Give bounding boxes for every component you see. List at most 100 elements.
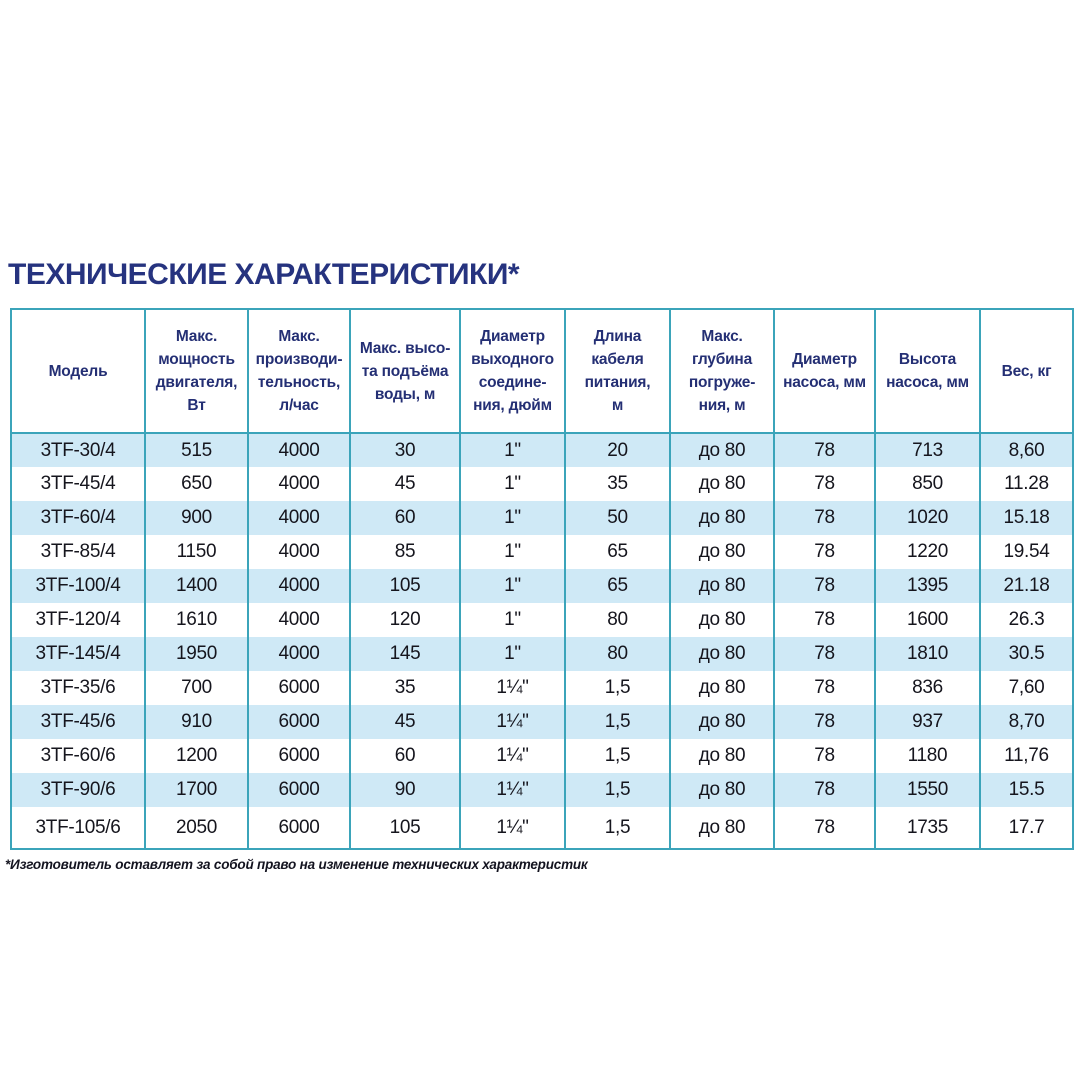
table-cell: 8,60 [979,433,1074,467]
table-cell: 1395 [874,569,981,603]
table-row: 3TF-120/4 1610 4000 120 1" 80 до 80 78 1600 26.3 [10,603,1074,637]
table-cell: 1550 [874,773,981,807]
table-cell: 1600 [874,603,981,637]
table-cell: 1" [459,433,566,467]
table-cell: 11,76 [979,739,1074,773]
table-cell: 937 [874,705,981,739]
spec-table-head: Модель Макс. мощность двигателя, Вт Макс. … [10,309,1074,434]
table-cell: до 80 [669,671,775,705]
table-cell: 17.7 [979,807,1074,849]
table-cell: 4000 [247,467,351,501]
model-cell: 3TF-45/6 [10,705,146,739]
table-cell: 1610 [144,603,249,637]
table-cell: 80 [564,637,671,671]
table-cell: 78 [773,535,876,569]
column-header: Длина кабеля питания, м [564,309,671,434]
column-header: Вес, кг [979,309,1074,434]
table-cell: 78 [773,739,876,773]
column-header: Модель [10,309,146,434]
table-cell: 45 [349,467,461,501]
table-cell: до 80 [669,603,775,637]
table-cell: 1¼" [459,807,566,849]
table-cell: 35 [349,671,461,705]
table-cell: 15.5 [979,773,1074,807]
table-cell: 1400 [144,569,249,603]
table-cell: 4000 [247,433,351,467]
table-cell: 1¼" [459,671,566,705]
spec-table-body: 3TF-30/4 515 4000 30 1" 20 до 80 78 713 8,60 3TF-4… [10,433,1074,849]
column-header: Диаметр насоса, мм [773,309,876,434]
column-header: Макс. высо- та подъёма воды, м [349,309,461,434]
table-cell: 30 [349,433,461,467]
table-cell: 105 [349,569,461,603]
table-cell: 1¼" [459,739,566,773]
table-row: 3TF-105/6 2050 6000 105 1¼" 1,5 до 80 78 1735 17.… [10,807,1074,849]
table-cell: 850 [874,467,981,501]
table-cell: 30.5 [979,637,1074,671]
table-cell: 11.28 [979,467,1074,501]
table-cell: 15.18 [979,501,1074,535]
table-cell: 6000 [247,807,351,849]
table-cell: 78 [773,603,876,637]
model-cell: 3TF-45/4 [10,467,146,501]
table-cell: 1" [459,603,566,637]
table-cell: 78 [773,671,876,705]
table-cell: 6000 [247,739,351,773]
table-row: 3TF-100/4 1400 4000 105 1" 65 до 80 78 1395 21.18 [10,569,1074,603]
table-row: 3TF-60/4 900 4000 60 1" 50 до 80 78 1020 15.18 [10,501,1074,535]
table-cell: 4000 [247,569,351,603]
table-cell: 80 [564,603,671,637]
table-cell: 1,5 [564,807,671,849]
table-cell: 1200 [144,739,249,773]
table-row: 3TF-35/6 700 6000 35 1¼" 1,5 до 80 78 836 7,60 [10,671,1074,705]
table-cell: 120 [349,603,461,637]
table-cell: 713 [874,433,981,467]
table-cell: 90 [349,773,461,807]
table-row: 3TF-45/6 910 6000 45 1¼" 1,5 до 80 78 937 8,70 [10,705,1074,739]
table-row: 3TF-145/4 1950 4000 145 1" 80 до 80 78 1810 30.5 [10,637,1074,671]
table-row: 3TF-30/4 515 4000 30 1" 20 до 80 78 713 8,60 [10,433,1074,467]
table-cell: 1020 [874,501,981,535]
table-cell: 20 [564,433,671,467]
table-cell: 78 [773,467,876,501]
table-row: 3TF-45/4 650 4000 45 1" 35 до 80 78 850 11.28 [10,467,1074,501]
table-cell: 1150 [144,535,249,569]
table-cell: 7,60 [979,671,1074,705]
table-cell: 1700 [144,773,249,807]
table-cell: 1" [459,637,566,671]
table-cell: 35 [564,467,671,501]
table-cell: 1735 [874,807,981,849]
footnote: *Изготовитель оставляет за собой право н… [5,857,588,872]
table-row: 3TF-90/6 1700 6000 90 1¼" 1,5 до 80 78 1550 15.5 [10,773,1074,807]
table-cell: до 80 [669,467,775,501]
table-cell: 1¼" [459,773,566,807]
table-cell: 1810 [874,637,981,671]
table-cell: 60 [349,739,461,773]
table-cell: 85 [349,535,461,569]
model-cell: 3TF-60/4 [10,501,146,535]
table-row: 3TF-85/4 1150 4000 85 1" 65 до 80 78 1220 19.54 [10,535,1074,569]
table-cell: 1180 [874,739,981,773]
table-cell: 1950 [144,637,249,671]
column-header: Макс. мощность двигателя, Вт [144,309,249,434]
table-cell: 1" [459,467,566,501]
table-cell: 515 [144,433,249,467]
table-cell: 1" [459,501,566,535]
table-cell: 78 [773,637,876,671]
table-cell: 1,5 [564,671,671,705]
table-cell: 1" [459,569,566,603]
model-cell: 3TF-120/4 [10,603,146,637]
table-cell: 8,70 [979,705,1074,739]
table-header-row: Модель Макс. мощность двигателя, Вт Макс. … [10,309,1074,434]
page-title: ТЕХНИЧЕСКИЕ ХАРАКТЕРИСТИКИ* [8,258,520,291]
table-cell: 78 [773,501,876,535]
table-cell: 1,5 [564,705,671,739]
table-cell: 105 [349,807,461,849]
table-cell: 6000 [247,671,351,705]
table-cell: до 80 [669,807,775,849]
table-cell: 45 [349,705,461,739]
table-cell: до 80 [669,433,775,467]
table-cell: 78 [773,433,876,467]
table-cell: до 80 [669,739,775,773]
column-header: Высота насоса, мм [874,309,981,434]
